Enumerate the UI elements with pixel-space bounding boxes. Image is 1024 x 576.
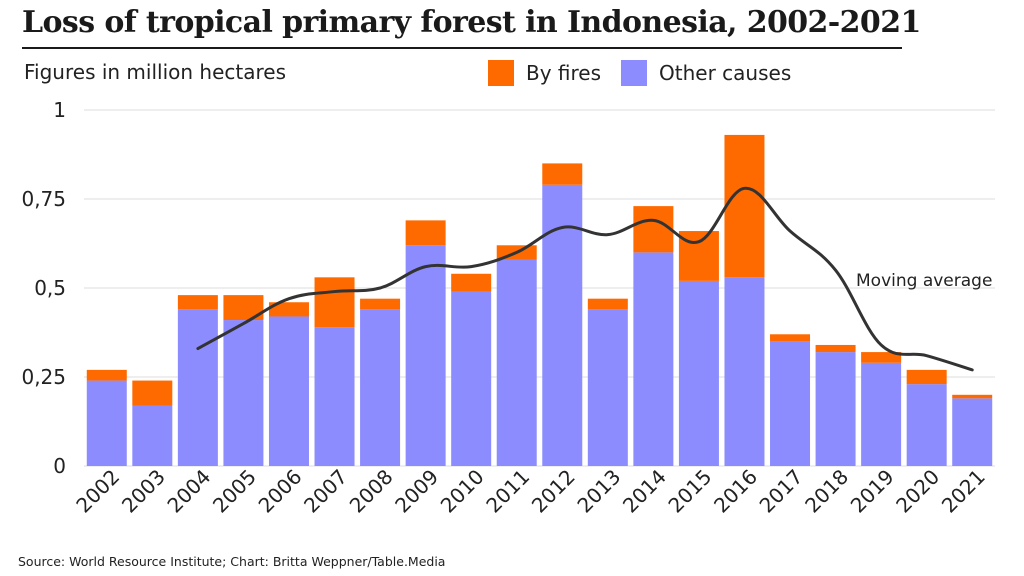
legend-label-fires: By fires	[526, 61, 602, 85]
x-tick-label: 2011	[481, 465, 534, 518]
x-tick-label: 2020	[891, 465, 944, 518]
bar-other-causes	[496, 259, 537, 466]
bar-by-fires	[177, 295, 218, 310]
bar-by-fires	[952, 394, 993, 399]
x-tick-label: 2019	[846, 465, 899, 518]
moving-average-line	[196, 186, 974, 372]
legend-label-other: Other causes	[659, 61, 792, 85]
bar-other-causes	[952, 398, 993, 466]
x-tick-label: 2006	[254, 465, 307, 518]
bar-by-fires	[314, 277, 355, 328]
title-underline	[22, 47, 902, 49]
legend-item-other: Other causes	[621, 60, 791, 86]
bar-other-causes	[815, 352, 856, 466]
source-note: Source: World Resource Institute; Chart:…	[18, 554, 446, 569]
bar-other-causes	[906, 384, 947, 466]
bar-by-fires	[132, 380, 173, 406]
bar-other-causes	[314, 327, 355, 466]
x-tick-label: 2014	[618, 465, 671, 518]
bar-by-fires	[451, 273, 492, 292]
moving-average-label: Moving average	[856, 271, 992, 291]
bar-by-fires	[268, 302, 309, 317]
x-tick-label: 2009	[390, 465, 443, 518]
x-tick-label: 2008	[345, 465, 398, 518]
bar-by-fires	[906, 369, 947, 385]
bar-other-causes	[223, 320, 264, 466]
bar-other-causes	[132, 405, 173, 466]
bar-other-causes	[177, 309, 218, 466]
x-axis-ticks: 2002200320042005200620072008200920102011…	[71, 465, 989, 518]
bar-by-fires	[633, 206, 674, 253]
x-tick-label: 2007	[299, 465, 352, 518]
y-tick-label: 0	[53, 454, 66, 478]
legend-swatch-other	[621, 60, 648, 86]
bar-other-causes	[86, 380, 127, 466]
bar-by-fires	[542, 163, 583, 185]
legend-item-fires: By fires	[488, 60, 601, 86]
bar-by-fires	[405, 220, 446, 246]
moving-average	[196, 186, 974, 372]
bars	[86, 134, 993, 466]
y-tick-label: 0,75	[21, 187, 66, 211]
x-tick-label: 2021	[937, 465, 990, 518]
bar-other-causes	[451, 291, 492, 466]
x-tick-label: 2005	[208, 465, 261, 518]
bar-by-fires	[861, 352, 902, 363]
bar-by-fires	[770, 334, 811, 342]
y-axis-ticks: 0 0,25 0,5 0,75 1	[21, 98, 66, 478]
x-tick-label: 2018	[800, 465, 853, 518]
y-tick-label: 1	[53, 98, 66, 122]
bar-other-causes	[405, 245, 446, 466]
bar-other-causes	[268, 316, 309, 466]
y-tick-label: 0,5	[34, 276, 66, 300]
x-tick-label: 2010	[436, 465, 489, 518]
bar-other-causes	[770, 341, 811, 466]
legend-swatch-fires	[488, 60, 514, 86]
bar-other-causes	[678, 280, 719, 466]
x-tick-label: 2004	[162, 465, 215, 518]
bar-by-fires	[587, 298, 628, 310]
bar-by-fires	[86, 369, 127, 381]
bar-other-causes	[861, 362, 902, 466]
x-tick-label: 2017	[755, 465, 808, 518]
bar-other-causes	[587, 309, 628, 466]
x-tick-label: 2002	[71, 465, 124, 518]
x-tick-label: 2015	[663, 465, 716, 518]
x-tick-label: 2003	[117, 465, 170, 518]
y-tick-label: 0,25	[21, 365, 66, 389]
chart-subtitle: Figures in million hectares	[24, 60, 286, 84]
x-tick-label: 2013	[572, 465, 625, 518]
chart-title: Loss of tropical primary forest in Indon…	[22, 5, 921, 40]
bar-other-causes	[724, 277, 765, 466]
bar-other-causes	[360, 309, 401, 466]
bar-by-fires	[360, 298, 401, 310]
bar-by-fires	[724, 134, 765, 278]
x-tick-label: 2016	[709, 465, 762, 518]
legend: By fires Other causes	[488, 60, 811, 86]
x-tick-label: 2012	[527, 465, 580, 518]
bar-other-causes	[633, 252, 674, 466]
bar-by-fires	[815, 344, 856, 353]
